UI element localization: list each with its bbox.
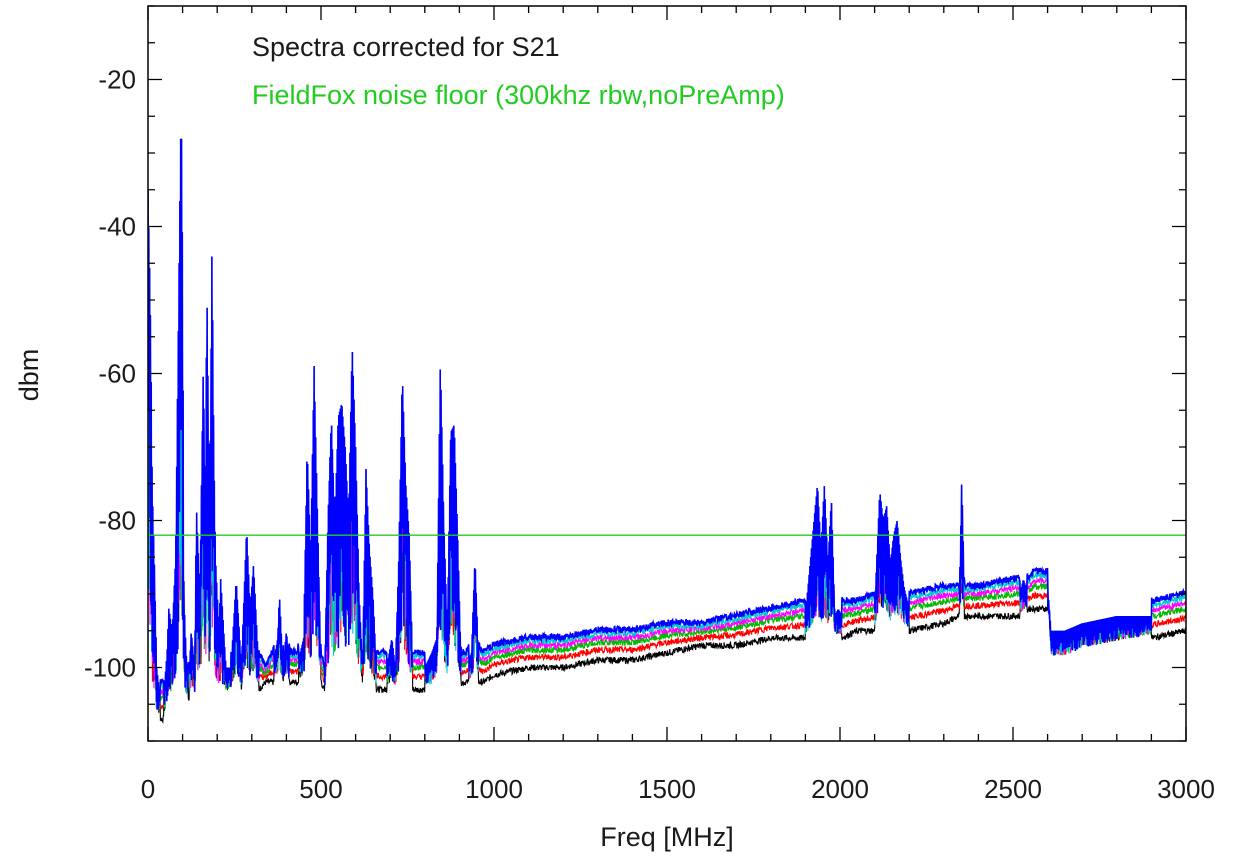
- x-tick-label: 500: [299, 774, 342, 804]
- x-tick-label: 1000: [465, 774, 523, 804]
- x-tick-label: 0: [141, 774, 155, 804]
- spectrum-trace: [148, 138, 1186, 710]
- y-tick-label: -100: [84, 653, 136, 683]
- spectrum-trace: [148, 138, 1186, 710]
- axis-ticks: [147, 5, 1187, 742]
- y-tick-labels: -20 -40 -60 -80 -100: [84, 65, 136, 683]
- x-tick-label: 2500: [984, 774, 1042, 804]
- legend-entry-spectra: Spectra corrected for S21: [252, 32, 560, 62]
- spectrum-trace: [148, 138, 1186, 710]
- y-tick-label: -60: [98, 359, 136, 389]
- y-tick-label: -80: [98, 506, 136, 536]
- spectrum-trace: [148, 138, 1186, 724]
- x-tick-label: 2000: [811, 774, 869, 804]
- y-tick-label: -20: [98, 65, 136, 95]
- x-tick-label: 1500: [638, 774, 696, 804]
- y-axis-title: dbm: [14, 349, 44, 402]
- y-tick-label: -40: [98, 212, 136, 242]
- x-axis-title: Freq [MHz]: [600, 822, 734, 852]
- spectra-traces: [148, 138, 1186, 724]
- x-tick-labels: 0 500 1000 1500 2000 2500 3000: [141, 774, 1215, 804]
- legend-entry-noise-floor: FieldFox noise floor (300khz rbw,noPreAm…: [252, 80, 785, 110]
- tick-marks: [147, 5, 1187, 742]
- x-tick-label: 3000: [1157, 774, 1215, 804]
